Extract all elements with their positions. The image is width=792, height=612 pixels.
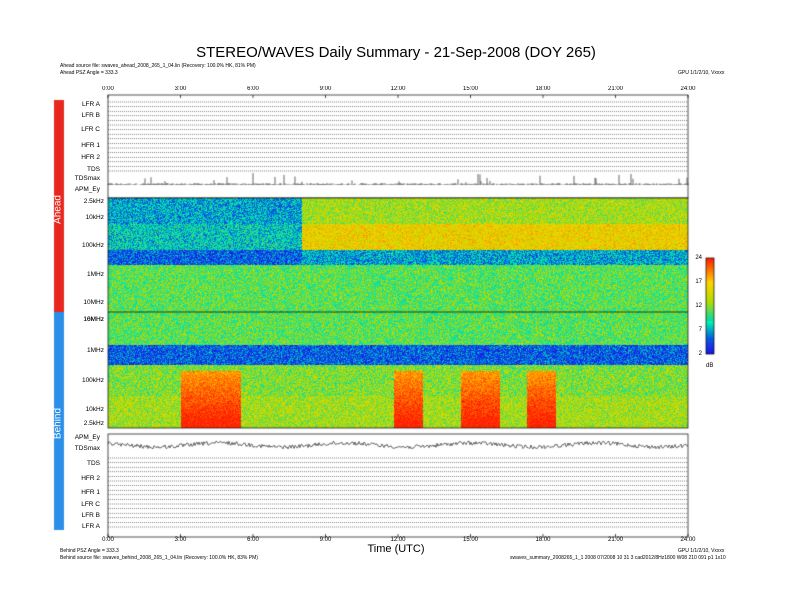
- x-axis-title: Time (UTC): [367, 543, 425, 555]
- behind-row-label: APM_Ey: [74, 434, 100, 441]
- ahead-row-label: APM_Ey: [74, 186, 100, 193]
- ahead-row-label: HFR 1: [81, 142, 100, 149]
- x-tick-top: 6:00: [247, 86, 259, 92]
- ahead-row-label: LFR A: [81, 101, 100, 108]
- bottom-right-note: GPU 1/1/2/10, Vxxxx: [678, 548, 725, 554]
- ahead-source-note: Ahead source file: swaves_ahead_2008_265…: [60, 63, 256, 69]
- x-tick-bottom: 0:00: [102, 537, 114, 543]
- ahead-freq-label: 1MHz: [87, 271, 104, 278]
- x-tick-top: 0:00: [102, 86, 114, 92]
- ahead-freq-label: 16MHz: [83, 316, 104, 323]
- ahead-freq-label: 2.5kHz: [83, 198, 104, 205]
- behind-freq-label: 10MHz: [83, 316, 104, 323]
- ahead-row-label: HFR 2: [81, 154, 100, 161]
- colorbar-tick: 12: [695, 303, 702, 309]
- ahead-angle-note: Ahead PSZ Angle = 333.3: [60, 70, 118, 76]
- behind-freq-label: 1MHz: [87, 347, 104, 354]
- colorbar-unit: dB: [706, 363, 714, 369]
- top-right-note: GPU 1/1/2/10, Vxxxx: [678, 70, 725, 76]
- behind-row-label: LFR C: [81, 501, 100, 508]
- behind-row-label: LFR B: [81, 512, 100, 519]
- bottom-right-file: swaves_summary_2008265_1_1 2008 07/2008 …: [510, 555, 726, 561]
- x-tick-top: 15:00: [462, 86, 479, 92]
- behind-freq-label: 2.5kHz: [83, 420, 104, 427]
- ahead-row-label: TDS: [87, 166, 100, 173]
- x-tick-top: 24:00: [680, 86, 696, 92]
- colorbar-tick: 7: [698, 327, 702, 333]
- page-title: STEREO/WAVES Daily Summary - 21-Sep-2008…: [196, 44, 596, 61]
- x-tick-bottom: 15:00: [462, 537, 479, 543]
- x-tick-top: 18:00: [535, 86, 551, 92]
- ahead-row-label: TDSmax: [74, 175, 100, 182]
- x-tick-bottom: 24:00: [680, 537, 696, 543]
- ahead-freq-label: 100kHz: [81, 242, 104, 249]
- x-tick-top: 12:00: [390, 86, 406, 92]
- behind-row-label: TDS: [87, 460, 100, 467]
- x-tick-bottom: 21:00: [607, 537, 624, 543]
- colorbar-tick: 2: [698, 351, 702, 357]
- ahead-freq-label: 10kHz: [85, 214, 104, 221]
- ahead-row-label: LFR C: [81, 126, 100, 133]
- x-tick-top: 9:00: [319, 86, 332, 92]
- behind-source-note: Behind source file: swaves_behind_2008_2…: [60, 555, 258, 561]
- ahead-row-label: LFR B: [81, 112, 100, 119]
- behind-row-label: HFR 1: [81, 489, 100, 496]
- behind-row-label: TDSmax: [74, 445, 100, 452]
- ahead-freq-label: 10MHz: [83, 299, 104, 306]
- x-tick-top: 3:00: [174, 86, 187, 92]
- x-tick-bottom: 18:00: [535, 537, 551, 543]
- x-tick-bottom: 12:00: [390, 537, 406, 543]
- x-tick-top: 21:00: [607, 86, 624, 92]
- behind-angle-note: Behind PSZ Angle = 333.3: [60, 548, 119, 554]
- colorbar-tick: 24: [695, 255, 702, 261]
- behind-freq-label: 100kHz: [81, 377, 104, 384]
- behind-row-label: LFR A: [81, 523, 100, 530]
- x-tick-bottom: 3:00: [174, 537, 187, 543]
- x-tick-bottom: 9:00: [319, 537, 332, 543]
- x-tick-bottom: 6:00: [247, 537, 259, 543]
- behind-freq-label: 10kHz: [85, 406, 104, 413]
- colorbar-tick: 17: [695, 279, 702, 285]
- behind-row-label: HFR 2: [81, 475, 100, 482]
